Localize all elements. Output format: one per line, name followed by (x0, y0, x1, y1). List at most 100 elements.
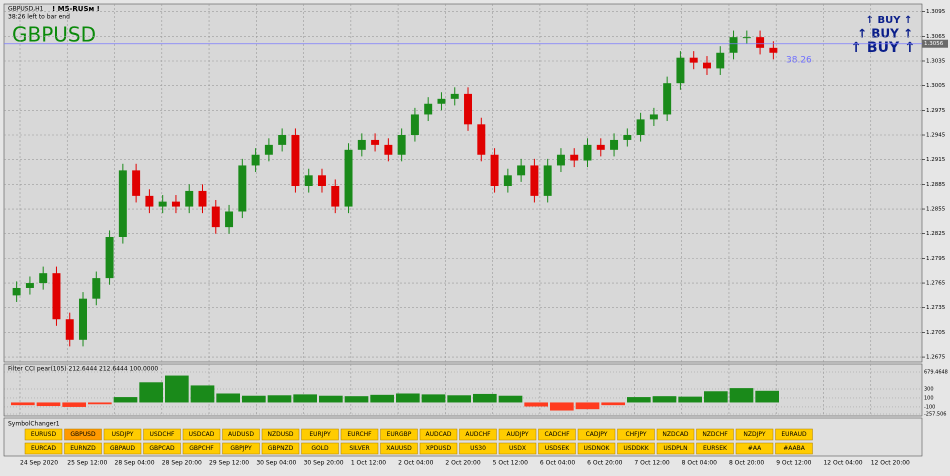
symbol-button-label[interactable]: NZDCHF (702, 431, 728, 438)
symbol-button[interactable] (656, 428, 695, 441)
bar-timer: 38:26 left to bar end (8, 14, 70, 21)
symbol-button[interactable] (577, 442, 616, 455)
symbol-button[interactable] (380, 442, 418, 455)
symbol-button[interactable] (459, 442, 497, 455)
symbol-button[interactable] (775, 428, 813, 441)
symbol-button[interactable] (538, 428, 576, 441)
symbol-button-label[interactable]: CADCHF (544, 431, 570, 438)
symbol-button[interactable] (24, 442, 63, 455)
symbol-button[interactable] (617, 442, 655, 455)
symbol-button[interactable] (696, 428, 734, 441)
symbol-button-label[interactable]: NZDJPY (743, 431, 765, 438)
symbol-button-label[interactable]: EURAUD (781, 431, 807, 438)
symbol-button[interactable] (498, 442, 537, 455)
candle-body (703, 62, 711, 69)
symbol-button-label[interactable]: GBPCAD (149, 445, 175, 452)
main-panel (3, 3, 923, 363)
symbol-button-label[interactable]: XAUUSD (386, 445, 412, 452)
symbol-button[interactable] (459, 428, 497, 441)
cci-bar (473, 393, 497, 403)
candle-body (264, 144, 273, 155)
symbol-changer-title: SymbolChanger1 (8, 421, 60, 428)
symbol-button-label[interactable]: EURUSD (31, 431, 57, 438)
symbol-button[interactable] (182, 442, 221, 455)
symbol-button-label[interactable]: US30 (470, 445, 486, 452)
symbol-button-label[interactable]: SILVER (349, 445, 369, 452)
candle-body (397, 135, 406, 155)
symbol-button[interactable] (301, 428, 339, 441)
symbol-button-label[interactable]: GBPJPY (230, 445, 252, 452)
symbol-button[interactable] (735, 442, 774, 455)
symbol-button-label[interactable]: EURSEK (703, 445, 728, 452)
symbol-button-label[interactable]: USDCHF (150, 431, 176, 438)
y-tick-label: 1.2735 (926, 305, 946, 311)
candle-body (185, 190, 194, 207)
symbol-button-label[interactable]: USDNOK (584, 445, 611, 452)
symbol-button-label[interactable]: XPDUSD (426, 445, 452, 452)
x-tick-label: 6 Oct 20:00 (587, 460, 622, 467)
symbol-button-label[interactable]: CADJPY (586, 431, 608, 438)
symbol-button[interactable] (340, 442, 379, 455)
symbol-button-label[interactable]: USDX (509, 445, 526, 452)
cci-tick-label: 679.4648 (924, 370, 948, 376)
symbol-button-label[interactable]: EURNZD (70, 445, 96, 452)
symbol-button[interactable] (498, 428, 537, 441)
symbol-button[interactable] (577, 428, 616, 441)
candle-body (769, 47, 778, 53)
symbol-button[interactable] (301, 442, 339, 455)
symbol-button[interactable] (656, 442, 695, 455)
symbol-button-label[interactable]: AUDCAD (425, 431, 451, 438)
symbol-button-label[interactable]: NZDCAD (662, 431, 689, 438)
symbol-button-label[interactable]: AUDCHF (465, 431, 491, 438)
symbol-button[interactable] (103, 428, 142, 441)
symbol-button-label[interactable]: GBPAUD (110, 445, 135, 452)
symbol-button-label[interactable]: CHFJPY (625, 431, 646, 438)
symbol-button[interactable] (261, 442, 300, 455)
symbol-button-label[interactable]: GBPUSD (70, 431, 96, 438)
symbol-button-label[interactable]: USDPLN (663, 445, 687, 452)
symbol-button[interactable] (222, 442, 260, 455)
cci-bar (652, 396, 677, 403)
symbol-button[interactable] (538, 442, 576, 455)
symbol-button-label[interactable]: GBPCHF (189, 445, 214, 452)
y-tick-label: 1.2975 (926, 108, 946, 114)
symbol-button-label[interactable]: EURJPY (309, 431, 331, 438)
symbol-button-label[interactable]: #AABA (783, 445, 806, 452)
x-tick-label: 8 Oct 04:00 (682, 460, 717, 467)
symbol-button-label[interactable]: USDJPY (112, 431, 134, 438)
symbol-button[interactable] (696, 442, 734, 455)
candle-body (437, 98, 446, 104)
symbol-button[interactable] (143, 428, 181, 441)
symbol-button[interactable] (222, 428, 260, 441)
symbol-button-label[interactable]: USDDKK (623, 445, 649, 452)
x-tick-label: 8 Oct 20:00 (729, 460, 764, 467)
symbol-button-label[interactable]: EURCHF (347, 431, 372, 438)
symbol-button[interactable] (64, 442, 102, 455)
symbol-button-label[interactable]: EURCAD (31, 445, 56, 452)
symbol-button[interactable] (380, 428, 418, 441)
symbol-title: GBPUSD (12, 23, 96, 47)
x-tick-label: 28 Sep 20:00 (162, 460, 202, 467)
symbol-button-label[interactable]: NZDUSD (267, 431, 293, 438)
symbol-button[interactable] (340, 428, 379, 441)
symbol-button-label[interactable]: EURGBP (387, 431, 412, 438)
symbol-button-label[interactable]: GBPNZD (268, 445, 294, 452)
symbol-button-label[interactable]: AUDUSD (228, 431, 254, 438)
symbol-button[interactable] (143, 442, 181, 455)
symbol-button[interactable] (735, 428, 774, 441)
symbol-button[interactable] (419, 442, 458, 455)
symbol-button[interactable] (775, 442, 813, 455)
symbol-button[interactable] (419, 428, 458, 441)
symbol-button[interactable] (64, 428, 102, 441)
symbol-button-label[interactable]: USDCAD (189, 431, 215, 438)
symbol-button-label[interactable]: AUDJPY (506, 431, 528, 438)
symbol-button[interactable] (182, 428, 221, 441)
symbol-button-label[interactable]: USDSEK (545, 445, 570, 452)
symbol-button[interactable] (24, 428, 63, 441)
symbol-button-label[interactable]: GOLD (311, 445, 329, 452)
symbol-button[interactable] (103, 442, 142, 455)
symbol-button-label[interactable]: #AA (748, 445, 762, 452)
symbol-button[interactable] (261, 428, 300, 441)
symbol-button[interactable] (617, 428, 655, 441)
